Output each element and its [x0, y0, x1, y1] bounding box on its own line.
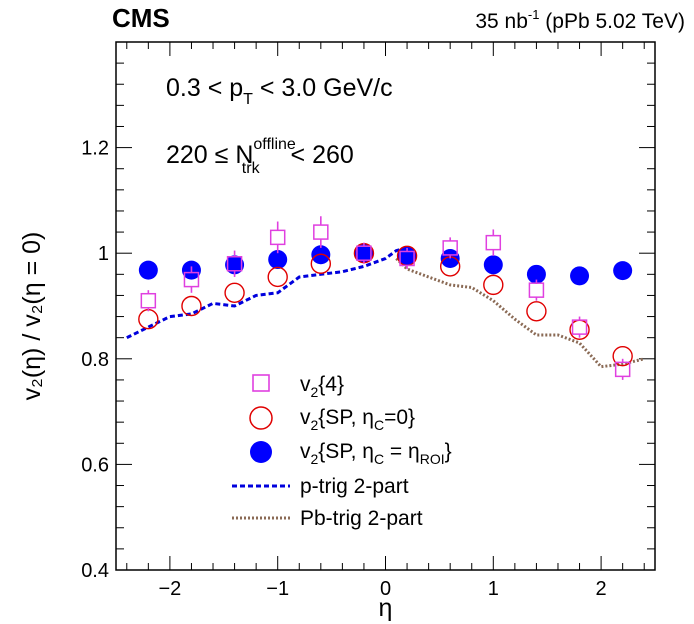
legend-marker-sp0 — [249, 406, 273, 430]
point-v24 — [571, 319, 588, 335]
y-tick-label: 1 — [98, 243, 109, 265]
legend-label-sproi: v2{SP, ηC = ηROI} — [300, 440, 452, 467]
axis-ticks — [116, 41, 655, 571]
legend-label-sp0: v2{SP, ηC=0} — [300, 406, 415, 433]
series-line-pbtrig — [395, 257, 645, 369]
point-v24 — [399, 250, 415, 267]
x-axis-label: η — [379, 594, 393, 622]
experiment-label: CMS — [112, 3, 170, 33]
point-v24 — [226, 256, 243, 272]
point-sproi — [570, 266, 590, 286]
trigger-lines — [126, 246, 645, 369]
ntrk-range-label: 220 ≤ Noffline trk < 260 — [166, 136, 354, 177]
legend-marker-v24 — [252, 374, 270, 392]
point-v24 — [140, 292, 157, 309]
legend-label-v24: v2{4} — [300, 373, 344, 400]
point-v24 — [313, 224, 329, 240]
y-tick-label: 1.2 — [81, 138, 109, 160]
point-sproi — [526, 264, 546, 284]
point-sp0 — [224, 282, 245, 303]
point-sp0 — [310, 253, 332, 274]
x-tick-label: 2 — [596, 578, 607, 600]
legend: v2{4} v2{SP, ηC=0} v2{SP, ηC = ηROI} p-t… — [232, 373, 452, 530]
y-tick-label: 0.8 — [81, 349, 109, 371]
y-tick-label: 0.6 — [81, 454, 109, 476]
x-tick-label: 0 — [380, 578, 391, 600]
point-sp0 — [612, 345, 633, 367]
lumi-label: 35 nb-1 (pPb 5.02 TeV) — [475, 7, 685, 33]
point-sproi — [268, 250, 288, 270]
point-v24 — [614, 361, 631, 378]
point-v24 — [442, 240, 458, 256]
legend-marker-sproi — [250, 441, 272, 463]
point-sproi — [138, 260, 158, 280]
y-tick-label: 0.4 — [81, 560, 109, 582]
y-axis-label: v₂(η) / v₂(η = 0) — [18, 232, 46, 401]
point-sproi — [225, 255, 245, 275]
point-sp0 — [526, 301, 547, 322]
point-sp0 — [483, 274, 504, 296]
legend-label-ptrig: p-trig 2-part — [300, 475, 409, 498]
x-tick-label: −2 — [158, 578, 181, 600]
series-line-ptrig — [126, 246, 408, 340]
point-sp0 — [181, 295, 202, 317]
point-v24 — [528, 282, 545, 298]
legend-label-pbtrig: Pb-trig 2-part — [300, 507, 423, 530]
point-sproi — [483, 255, 503, 275]
point-sp0 — [267, 266, 288, 288]
point-v24 — [356, 245, 372, 261]
x-tick-label: 1 — [488, 578, 499, 600]
point-sproi — [354, 243, 374, 263]
point-v24 — [269, 229, 286, 246]
data-markers — [138, 216, 633, 380]
point-sproi — [613, 261, 633, 281]
tick-labels: −2 −1 0 1 2 0.4 0.6 0.8 1 1.2 — [81, 138, 606, 600]
point-v24 — [485, 234, 502, 251]
x-tick-label: −1 — [266, 578, 289, 600]
pt-range-label: 0.3 < pT < 3.0 GeV/c — [166, 74, 393, 108]
point-v24 — [183, 271, 200, 288]
